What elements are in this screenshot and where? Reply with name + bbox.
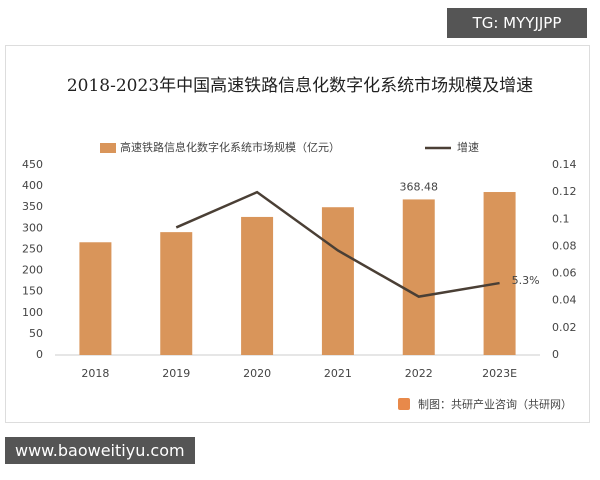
x-tick-label: 2019 xyxy=(162,367,190,380)
bar xyxy=(241,216,274,355)
y2-tick-label: 0.06 xyxy=(552,267,577,280)
x-tick-label: 2020 xyxy=(243,367,271,380)
bar xyxy=(160,232,193,355)
y2-tick-label: 0.14 xyxy=(552,158,577,171)
y-tick-label: 300 xyxy=(22,221,43,234)
y2-tick-label: 0.1 xyxy=(552,212,570,225)
x-tick-label: 2022 xyxy=(405,367,433,380)
site-label: www.baoweitiyu.com xyxy=(5,437,195,464)
legend-swatch xyxy=(100,143,116,153)
y-tick-label: 100 xyxy=(22,306,43,319)
source-icon xyxy=(398,398,410,410)
y-tick-label: 200 xyxy=(22,264,43,277)
bar xyxy=(402,199,435,355)
x-tick-label: 2023E xyxy=(482,367,517,380)
line xyxy=(175,190,500,298)
x-tick-label: 2021 xyxy=(324,367,352,380)
y-tick-label: 150 xyxy=(22,285,43,298)
bar xyxy=(483,192,516,355)
source: 制图：共研产业咨询（共研网） xyxy=(418,397,572,411)
x-tick-label: 2018 xyxy=(81,367,109,380)
bar xyxy=(79,242,112,355)
y-tick-label: 50 xyxy=(29,327,43,340)
y-tick-label: 250 xyxy=(22,242,43,255)
bar xyxy=(321,207,354,355)
y2-tick-label: 0 xyxy=(552,348,559,361)
data-label: 5.3% xyxy=(512,274,540,287)
data-label: 368.48 xyxy=(400,180,439,193)
y2-tick-label: 0.12 xyxy=(552,185,577,198)
legend-label: 高速铁路信息化数字化系统市场规模（亿元） xyxy=(120,140,340,154)
y-tick-label: 400 xyxy=(22,179,43,192)
legend-label: 增速 xyxy=(457,140,479,154)
y2-tick-label: 0.04 xyxy=(552,294,577,307)
chart-title: 2018-2023年中国高速铁路信息化数字化系统市场规模及增速 xyxy=(66,76,534,96)
y2-tick-label: 0.02 xyxy=(552,321,577,334)
y-tick-label: 0 xyxy=(36,348,43,361)
y-tick-label: 450 xyxy=(22,158,43,171)
watermark-tag: TG: MYYJJPP xyxy=(447,8,587,38)
y2-tick-label: 0.08 xyxy=(552,239,577,252)
y-tick-label: 350 xyxy=(22,200,43,213)
